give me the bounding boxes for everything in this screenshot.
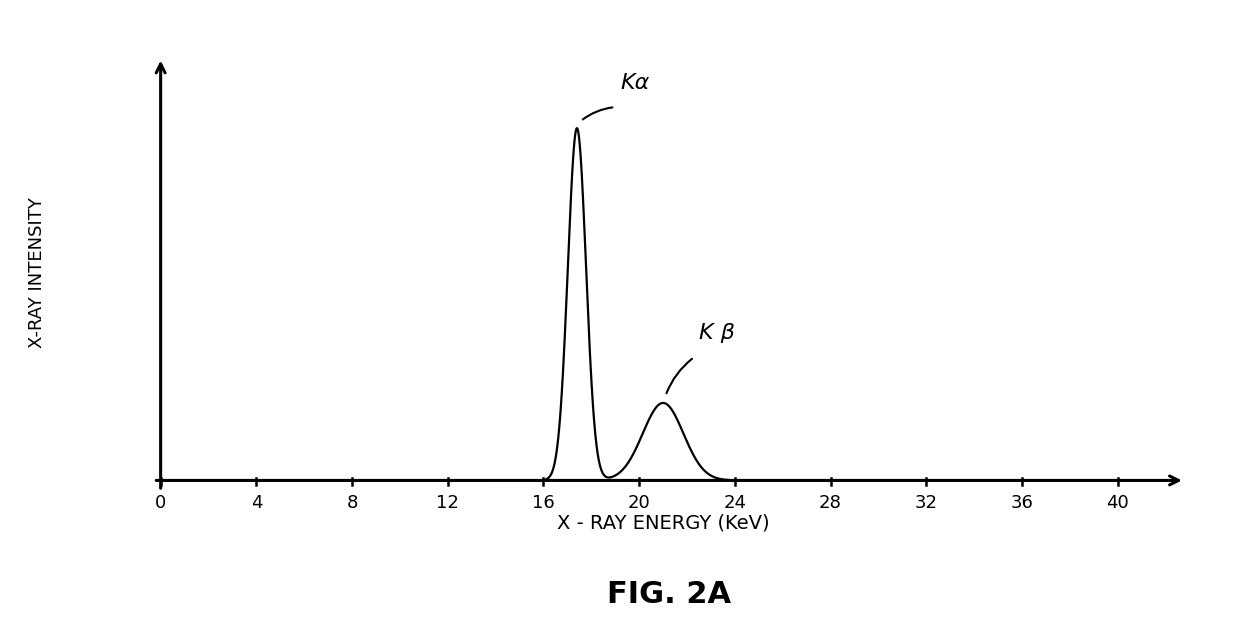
Text: 12: 12: [436, 494, 460, 512]
Text: FIG. 2A: FIG. 2A: [607, 579, 731, 609]
Text: 4: 4: [250, 494, 263, 512]
Text: 40: 40: [1106, 494, 1129, 512]
Text: X - RAY ENERGY (KeV): X - RAY ENERGY (KeV): [556, 514, 769, 533]
Text: 8: 8: [347, 494, 358, 512]
Text: 32: 32: [914, 494, 938, 512]
Text: X-RAY INTENSITY: X-RAY INTENSITY: [28, 197, 46, 348]
Text: 36: 36: [1011, 494, 1033, 512]
Text: K β: K β: [699, 323, 735, 343]
Text: 0: 0: [155, 494, 166, 512]
Text: Kα: Kα: [620, 73, 649, 93]
Text: 20: 20: [628, 494, 650, 512]
Text: 28: 28: [819, 494, 843, 512]
Text: 24: 24: [724, 494, 746, 512]
Text: 16: 16: [532, 494, 555, 512]
